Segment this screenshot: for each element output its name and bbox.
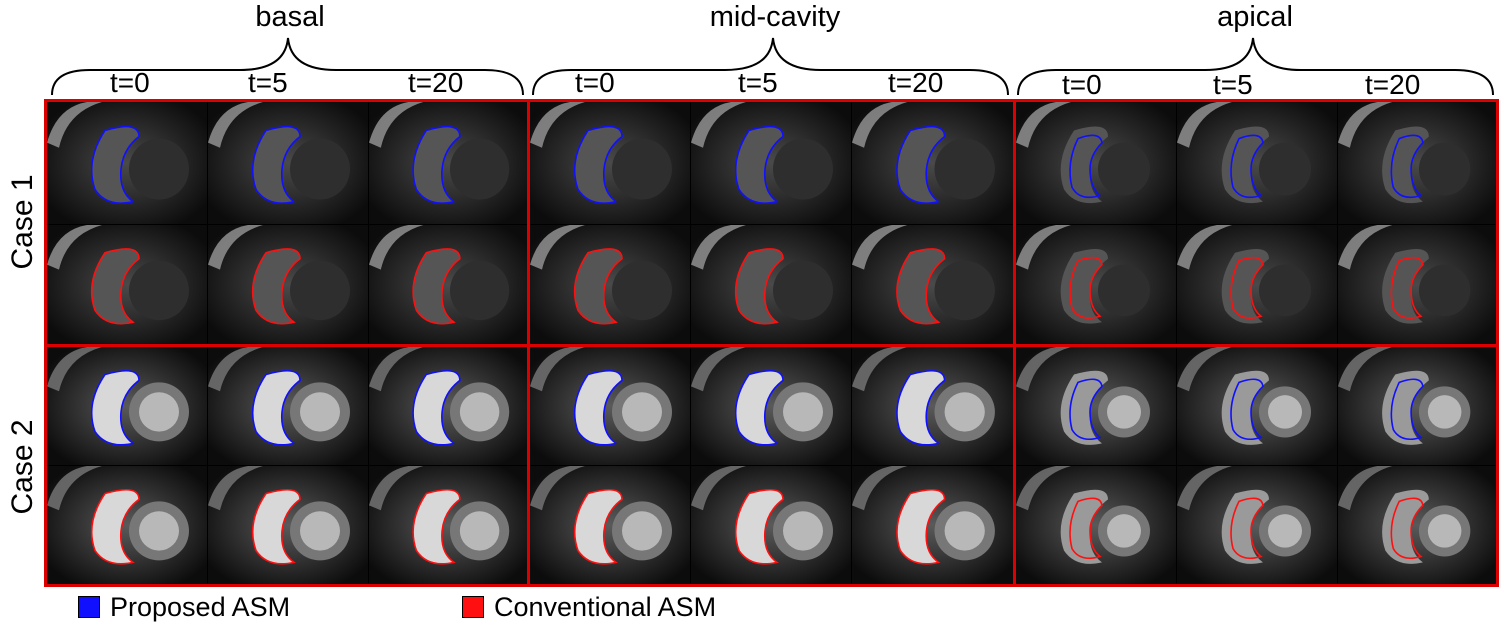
mri-tile-case2-basal-t1-proposed: [208, 347, 368, 465]
time-label-basal-t5: t=5: [248, 67, 288, 98]
mri-tile-case1-mid-t1-conventional: [691, 225, 851, 344]
time-label-apical-t20: t=20: [1365, 69, 1421, 100]
mri-tile-case2-apical-t1-proposed: [1177, 347, 1337, 465]
brace-apical: [1017, 37, 1494, 96]
mri-tile-case1-basal-t2-proposed: [369, 102, 527, 224]
mri-tile-case1-mid-t0-proposed: [530, 102, 690, 224]
legend-conventional: Conventional ASM: [462, 590, 716, 624]
mri-tile-case1-apical-t2-conventional: [1338, 225, 1496, 344]
mri-tile-case1-mid-t1-proposed: [691, 102, 851, 224]
time-label-apical-t0: t=0: [1062, 69, 1102, 100]
mri-tile-case1-basal-t1-proposed: [208, 102, 368, 224]
mri-tile-case2-basal-t0-conventional: [47, 466, 207, 584]
mri-tile-case2-apical-t2-proposed: [1338, 347, 1496, 465]
mri-tile-case1-mid-t0-conventional: [530, 225, 690, 344]
mri-tile-case2-apical-t1-conventional: [1177, 466, 1337, 584]
legend-label-conventional: Conventional ASM: [494, 591, 717, 622]
brace-basal: [51, 37, 524, 96]
mri-tile-case1-basal-t0-conventional: [47, 225, 207, 344]
column-braces: [51, 37, 1494, 96]
column-header-mid-cavity: mid-cavity: [709, 1, 841, 33]
mri-tile-case2-basal-t0-proposed: [47, 347, 207, 465]
mri-tile-case1-basal-t1-conventional: [208, 225, 368, 344]
mri-tile-case1-apical-t0-proposed: [1016, 102, 1176, 224]
mri-tile-case1-apical-t1-conventional: [1177, 225, 1337, 344]
mri-tile-case1-mid-t2-conventional: [852, 225, 1013, 344]
time-label-basal-t20: t=20: [408, 67, 464, 98]
legend-proposed: Proposed ASM: [78, 590, 290, 624]
mri-tile-case2-apical-t2-conventional: [1338, 466, 1496, 584]
mri-tile-case1-apical-t2-proposed: [1338, 102, 1496, 224]
mri-tile-case2-basal-t2-conventional: [369, 466, 527, 584]
brace-mid-cavity: [532, 37, 1009, 96]
time-label-mid-t5: t=5: [738, 67, 778, 98]
column-header-apical: apical: [1217, 1, 1293, 33]
mri-tile-case2-basal-t2-proposed: [369, 347, 527, 465]
mri-tile-case2-mid-t1-conventional: [691, 466, 851, 584]
mri-tile-case2-apical-t0-proposed: [1016, 347, 1176, 465]
mri-tile-case2-mid-t1-proposed: [691, 347, 851, 465]
mri-tile-case1-basal-t0-proposed: [47, 102, 207, 224]
mri-tile-case2-mid-t2-conventional: [852, 466, 1013, 584]
time-label-basal-t0: t=0: [110, 67, 150, 98]
column-header-basal: basal: [255, 1, 325, 33]
legend-swatch-conventional: [462, 596, 484, 618]
mri-tile-case1-apical-t1-proposed: [1177, 102, 1337, 224]
mri-tile-case2-apical-t0-conventional: [1016, 466, 1176, 584]
mri-tile-case1-mid-t2-proposed: [852, 102, 1013, 224]
mri-tile-case1-basal-t2-conventional: [369, 225, 527, 344]
legend-swatch-proposed: [78, 596, 100, 618]
row-label-case-2: Case 2: [6, 419, 39, 515]
row-label-case-1: Case 1: [6, 174, 39, 270]
mri-tile-case2-mid-t0-conventional: [530, 466, 690, 584]
mri-tile-case2-mid-t2-proposed: [852, 347, 1013, 465]
mri-tile-case2-mid-t0-proposed: [530, 347, 690, 465]
time-label-apical-t5: t=5: [1213, 69, 1253, 100]
mri-tile-case1-apical-t0-conventional: [1016, 225, 1176, 344]
legend-label-proposed: Proposed ASM: [110, 591, 291, 622]
time-label-mid-t0: t=0: [575, 67, 615, 98]
mri-tile-case2-basal-t1-conventional: [208, 466, 368, 584]
time-label-mid-t20: t=20: [888, 67, 944, 98]
